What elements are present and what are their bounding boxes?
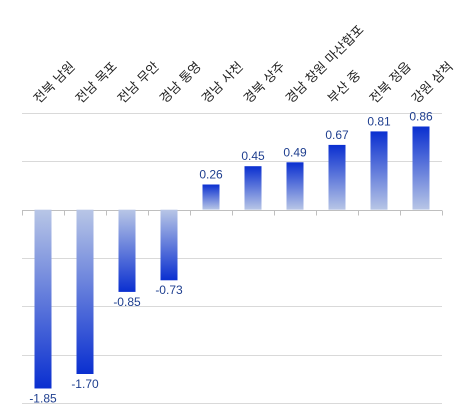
bar [34,209,52,389]
data-label: 0.86 [409,110,433,124]
data-labels: -1.85 -1.70 -0.85 -0.73 0.26 0.45 0.49 0.67 0.81… [29,110,433,406]
data-label: 0.26 [199,168,223,182]
data-label: 0.67 [325,128,349,142]
bar [160,209,178,281]
bar [412,126,430,210]
category-label: 전북 정읍 [367,59,414,106]
category-label: 경남 통영 [157,59,204,106]
bar [76,209,94,374]
data-label: -0.73 [155,283,183,297]
data-label: 0.45 [241,149,265,163]
bar [202,184,220,210]
bar [370,131,388,210]
category-label: 전북 남원 [31,59,78,106]
data-label: 0.49 [283,145,307,159]
data-label: -1.85 [29,392,57,406]
data-label: -0.85 [113,295,141,309]
category-label: 경북 상주 [241,59,288,106]
category-label: 경남 사천 [199,59,246,106]
bar [244,166,262,210]
category-label: 전남 목포 [73,59,120,106]
category-label: 강원 삼척 [409,59,456,106]
bar [328,144,346,210]
bars [34,126,430,389]
data-label: -1.70 [71,377,99,391]
bar [118,209,136,292]
category-label: 부산 중 [325,68,364,107]
bar [286,162,304,210]
data-label: 0.81 [367,114,391,128]
category-label: 경남 창원 마산합포 [283,23,367,107]
category-label: 전남 무안 [115,59,162,106]
